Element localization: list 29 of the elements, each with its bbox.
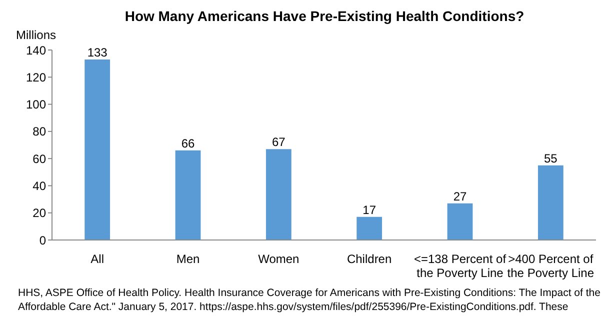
bar [538,165,564,240]
y-tick-label: 120 [26,70,46,84]
y-tick-label: 60 [32,152,46,166]
data-label: 55 [544,151,558,166]
data-label: 66 [181,136,195,150]
y-tick-label: 40 [32,178,46,193]
y-tick-label: 100 [26,98,46,112]
y-tick-label: 20 [32,206,46,220]
bar [447,203,473,240]
x-tick-label: Children [346,252,392,266]
data-label: 27 [453,189,467,204]
x-tick-label: >400 Percent of the Poverty Line [507,252,594,280]
text: HHS, ASPE Office of Health Policy. Health Insurance Coverage for Americans with Pre-Existing Conditions: The Impact of the Affordable Care Act." January 5, 2017. https://aspe.hhs.gov/system/files/pdf/255396/Pre-ExistingConditions.pdf. These [17,286,601,314]
x-tick-label: All [90,252,104,266]
bar [84,60,110,240]
x-tick-label: <=138 Percent of the Poverty Line [414,252,507,280]
data-label: 17 [362,202,376,217]
chart-title: How Many Americans Have Pre-Existing Health Conditions? [124,8,526,26]
y-tick-label: 0 [39,233,46,248]
y-axis-title: Millions [15,28,58,42]
data-label: 133 [87,46,108,60]
bar [175,150,201,240]
y-tick-label: 80 [32,124,46,139]
bar [356,216,382,240]
y-tick-label: 140 [26,43,46,58]
bar [266,149,292,240]
x-tick-label: Men [176,252,200,266]
data-label: 67 [272,135,286,150]
x-tick-label: Women [258,252,300,266]
